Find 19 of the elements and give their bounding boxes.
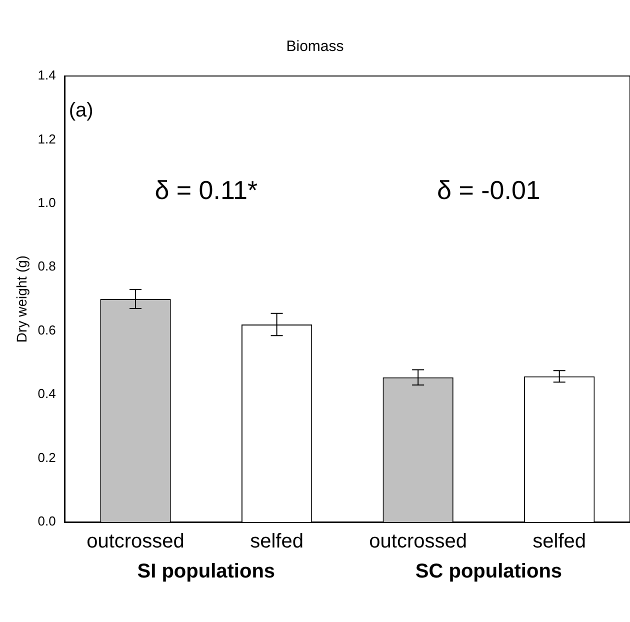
chart-title: Biomass bbox=[285, 38, 345, 55]
annotation: (a) bbox=[68, 100, 94, 122]
x-tick-label: selfed bbox=[532, 530, 586, 553]
y-tick-label: 1.2 bbox=[38, 131, 56, 146]
x-tick-label: outcrossed bbox=[86, 530, 184, 553]
x-tick-label: selfed bbox=[250, 530, 304, 553]
y-tick-label: 0.6 bbox=[38, 322, 56, 338]
y-tick-label: 0.4 bbox=[38, 386, 56, 402]
y-tick-label: 0.0 bbox=[38, 514, 56, 529]
x-tick-label: outcrossed bbox=[369, 530, 467, 553]
y-tick-label: 1.0 bbox=[38, 195, 56, 210]
y-axis-title: Dry weight (g) bbox=[13, 255, 30, 343]
y-tick-label: 0.2 bbox=[38, 450, 56, 465]
y-tick-label: 0.8 bbox=[38, 258, 56, 274]
text: SI populations bbox=[137, 560, 276, 583]
annotation: δ = -0.01 bbox=[437, 175, 540, 206]
y-tick-label: 1.4 bbox=[38, 68, 56, 83]
annotation: δ = 0.11* bbox=[154, 175, 258, 206]
text: SC populations bbox=[415, 560, 562, 583]
